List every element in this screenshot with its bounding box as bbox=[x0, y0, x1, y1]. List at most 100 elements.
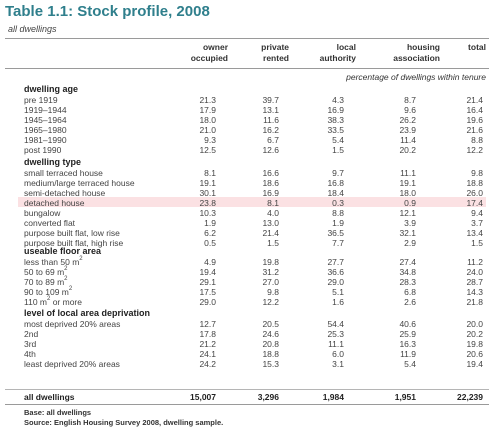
table-row: converted flat 1.9 13.0 1.9 3.9 3.7 bbox=[0, 218, 494, 228]
total-total: 22,239 bbox=[457, 392, 483, 402]
cell-owner-occupied: 1.9 bbox=[204, 218, 216, 228]
section-heading: dwelling type bbox=[24, 157, 82, 167]
table-title: Table 1.1: Stock profile, 2008 bbox=[5, 3, 210, 20]
cell-housing-association: 34.8 bbox=[399, 267, 416, 277]
cell-housing-association: 40.6 bbox=[399, 319, 416, 329]
row-label: less than 50 m2 bbox=[24, 256, 83, 267]
top-rule bbox=[5, 38, 489, 39]
cell-private-rented: 31.2 bbox=[262, 267, 279, 277]
cell-private-rented: 16.9 bbox=[262, 188, 279, 198]
table-row: 2nd 17.8 24.6 25.3 25.9 20.2 bbox=[0, 329, 494, 339]
total-private-rented: 3,296 bbox=[257, 392, 279, 402]
table-row: 3rd 21.2 20.8 11.1 16.3 19.8 bbox=[0, 339, 494, 349]
cell-total: 3.7 bbox=[471, 218, 483, 228]
cell-local-authority: 6.0 bbox=[332, 349, 344, 359]
cell-private-rented: 24.6 bbox=[262, 329, 279, 339]
cell-housing-association: 3.9 bbox=[404, 218, 416, 228]
cell-total: 20.0 bbox=[466, 319, 483, 329]
cell-private-rented: 6.7 bbox=[267, 135, 279, 145]
cell-total: 12.2 bbox=[466, 145, 483, 155]
cell-private-rented: 27.0 bbox=[262, 277, 279, 287]
table-row: most deprived 20% areas 12.7 20.5 54.4 40.6 2… bbox=[0, 319, 494, 329]
section-heading: useable floor area bbox=[24, 246, 102, 256]
table-row: purpose built flat, low rise 6.2 21.4 36.5 3… bbox=[0, 228, 494, 238]
cell-private-rented: 8.1 bbox=[267, 198, 279, 208]
cell-total: 13.4 bbox=[466, 228, 483, 238]
cell-total: 16.4 bbox=[466, 105, 483, 115]
cell-housing-association: 18.0 bbox=[399, 188, 416, 198]
table-row: 110 m2 or more 29.0 12.2 1.6 2.6 21.8 bbox=[0, 296, 494, 307]
cell-owner-occupied: 30.1 bbox=[199, 188, 216, 198]
cell-owner-occupied: 19.4 bbox=[199, 267, 216, 277]
cell-owner-occupied: 12.5 bbox=[199, 145, 216, 155]
row-label: purpose built flat, high rise bbox=[24, 238, 124, 248]
cell-local-authority: 9.7 bbox=[332, 168, 344, 178]
table-row: 90 to 109 m2 17.5 9.8 5.1 6.8 14.3 bbox=[0, 286, 494, 297]
row-label: semi-detached house bbox=[24, 188, 106, 198]
cell-housing-association: 16.3 bbox=[399, 339, 416, 349]
row-label: 4th bbox=[24, 349, 36, 359]
cell-local-authority: 18.4 bbox=[327, 188, 344, 198]
cell-local-authority: 16.8 bbox=[327, 178, 344, 188]
cell-private-rented: 1.5 bbox=[267, 238, 279, 248]
cell-owner-occupied: 29.1 bbox=[199, 277, 216, 287]
cell-owner-occupied: 17.9 bbox=[199, 105, 216, 115]
cell-owner-occupied: 21.0 bbox=[199, 125, 216, 135]
row-label: post 1990 bbox=[24, 145, 62, 155]
cell-housing-association: 11.1 bbox=[400, 168, 416, 178]
cell-total: 20.6 bbox=[466, 349, 483, 359]
cell-private-rented: 13.1 bbox=[262, 105, 279, 115]
cell-total: 18.8 bbox=[466, 178, 483, 188]
unit-note: percentage of dwellings within tenure bbox=[346, 72, 486, 82]
cell-total: 17.4 bbox=[466, 198, 483, 208]
cell-owner-occupied: 9.3 bbox=[204, 135, 216, 145]
cell-housing-association: 25.9 bbox=[399, 329, 416, 339]
total-row: all dwellings 15,007 3,296 1,984 1,951 2… bbox=[0, 392, 494, 403]
cell-owner-occupied: 23.8 bbox=[199, 198, 216, 208]
section-heading: dwelling age bbox=[24, 84, 79, 94]
cell-local-authority: 5.1 bbox=[332, 287, 344, 297]
cell-housing-association: 0.9 bbox=[404, 198, 416, 208]
section-heading: level of local area deprivation bbox=[24, 308, 151, 318]
cell-private-rented: 19.8 bbox=[262, 257, 279, 267]
cell-owner-occupied: 8.1 bbox=[204, 168, 216, 178]
row-label: 3rd bbox=[24, 339, 37, 349]
row-label: 110 m2 or more bbox=[24, 296, 82, 307]
cell-private-rented: 16.2 bbox=[262, 125, 279, 135]
column-header-owner-occupied: owner occupied bbox=[190, 42, 228, 63]
cell-private-rented: 11.6 bbox=[263, 115, 279, 125]
cell-local-authority: 4.3 bbox=[332, 95, 344, 105]
cell-local-authority: 1.9 bbox=[332, 218, 344, 228]
table-row: detached house 23.8 8.1 0.3 0.9 17.4 bbox=[0, 198, 494, 208]
table-row: small terraced house 8.1 16.6 9.7 11.1 9.8 bbox=[0, 168, 494, 178]
cell-owner-occupied: 29.0 bbox=[199, 297, 216, 307]
cell-total: 21.4 bbox=[466, 95, 483, 105]
cell-local-authority: 36.6 bbox=[327, 267, 344, 277]
cell-private-rented: 18.6 bbox=[262, 178, 279, 188]
cell-local-authority: 5.4 bbox=[332, 135, 344, 145]
cell-owner-occupied: 21.3 bbox=[199, 95, 216, 105]
cell-local-authority: 3.1 bbox=[332, 359, 344, 369]
cell-housing-association: 9.6 bbox=[404, 105, 416, 115]
cell-total: 24.0 bbox=[466, 267, 483, 277]
cell-housing-association: 2.9 bbox=[404, 238, 416, 248]
row-label: 2nd bbox=[24, 329, 39, 339]
cell-private-rented: 16.6 bbox=[262, 168, 279, 178]
cell-owner-occupied: 0.5 bbox=[204, 238, 216, 248]
row-label: 1945–1964 bbox=[24, 115, 67, 125]
row-label: converted flat bbox=[24, 218, 76, 228]
table-row: less than 50 m2 4.9 19.8 27.7 27.4 11.2 bbox=[0, 256, 494, 267]
table-row: least deprived 20% areas 24.2 15.3 3.1 5.4 19… bbox=[0, 359, 494, 369]
cell-total: 21.8 bbox=[466, 297, 483, 307]
total-row-label: all dwellings bbox=[24, 392, 75, 402]
cell-local-authority: 7.7 bbox=[332, 238, 344, 248]
cell-local-authority: 36.5 bbox=[327, 228, 344, 238]
cell-total: 8.8 bbox=[471, 135, 483, 145]
row-label: bungalow bbox=[24, 208, 61, 218]
total-owner-occupied: 15,007 bbox=[190, 392, 216, 402]
note-source: Source: English Housing Survey 2008, dwe… bbox=[24, 418, 224, 427]
cell-private-rented: 15.3 bbox=[262, 359, 279, 369]
row-label: most deprived 20% areas bbox=[24, 319, 121, 329]
cell-local-authority: 29.0 bbox=[327, 277, 344, 287]
